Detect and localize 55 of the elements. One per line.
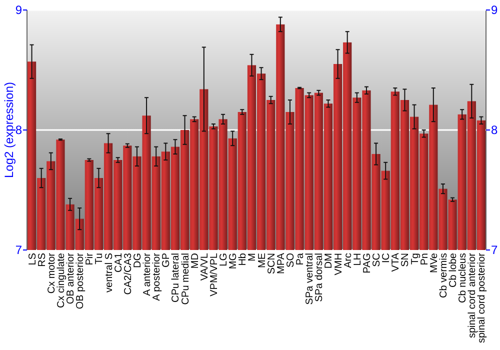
y2-tick-label: 9 [491, 3, 498, 18]
x-tick-label: MVe [428, 252, 440, 274]
x-tick-label: RS [36, 252, 48, 267]
x-tick-label: Pa [295, 252, 306, 266]
x-tick-label: VPM/VPL [208, 252, 220, 296]
x-tick-label: A posterior [152, 252, 163, 301]
x-tick-label: OB anterior [66, 252, 77, 304]
x-tick-label: SPa ventral [304, 253, 316, 305]
x-tick-label: SC [372, 253, 383, 267]
y2-tick-label: 7 [491, 243, 498, 258]
x-tick-label: LH [352, 253, 364, 266]
x-tick-label: MD [190, 253, 201, 269]
x-tick-label: CA2/CA3 [122, 252, 134, 295]
x-tick-label: CPu lateral [170, 253, 182, 302]
x-tick-label: Hb [238, 252, 249, 266]
x-tick-label: VTA [390, 252, 402, 272]
x-tick-label: Tg [410, 253, 421, 265]
x-tick-label: spinal cord posterior [476, 252, 488, 344]
y2-tick-label: 8 [491, 123, 498, 138]
x-tick-label: SO [285, 252, 296, 268]
x-tick-label: DG [132, 252, 144, 268]
x-tick-label: A anterior [142, 252, 154, 296]
x-tick-label: Pir [84, 252, 96, 266]
x-tick-label: Tu [94, 253, 106, 264]
x-tick-label: IC [381, 253, 392, 263]
x-tick-label: Pn [419, 253, 430, 266]
x-tick-label: ventral S [104, 252, 115, 292]
x-tick-label: Cb lobe [448, 252, 460, 288]
x-tick-label: Arc [342, 253, 354, 268]
x-tick-label: VMH [333, 253, 344, 276]
x-tick-label: PAG [362, 252, 373, 274]
y-tick-label: 9 [15, 3, 22, 18]
x-tick-label: GP [161, 252, 172, 268]
x-tick-label: ME [256, 252, 268, 268]
x-tick-label: SPa dorsal [314, 253, 326, 302]
x-tick-label: spinal cord anterior [467, 252, 478, 338]
x-tick-label: CPu medial [180, 253, 192, 305]
x-tick-label: MPA [276, 252, 287, 274]
x-tick-label: Cb vermis [438, 253, 450, 298]
y-tick-label: 8 [15, 123, 22, 138]
y-axis-title: Log2 (expression) [2, 82, 16, 178]
x-tick-label: M [247, 253, 258, 262]
x-tick-label: CA1 [113, 252, 124, 272]
x-tick-label: OB posterior [75, 252, 86, 310]
x-tick-label: SN [400, 253, 412, 267]
x-tick-label: Cx cingulate [56, 252, 67, 308]
x-tick-label: LG [218, 252, 230, 266]
y-tick-label: 7 [15, 243, 22, 258]
x-tick-label: DM [324, 253, 335, 269]
x-tick-label: MG [228, 252, 240, 270]
x-tick-label: SCN [266, 253, 278, 274]
x-tick-label: Cb nucleus [458, 253, 469, 304]
x-tick-label: VA/VL [199, 252, 210, 281]
x-tick-label: Cx motor [46, 252, 58, 294]
x-tick-label: LS [27, 252, 38, 266]
